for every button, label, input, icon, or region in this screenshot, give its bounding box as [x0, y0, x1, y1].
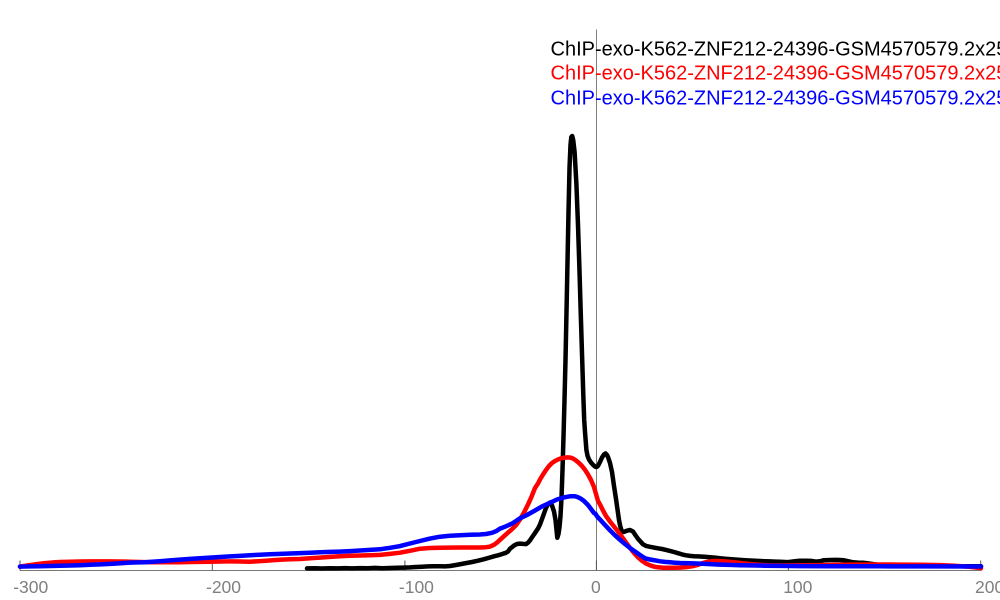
svg-text:200: 200: [975, 577, 1000, 597]
svg-text:ChIP-exo-K562-ZNF212-24396-GSM: ChIP-exo-K562-ZNF212-24396-GSM4570579.2x…: [551, 62, 1000, 84]
svg-text:-100: -100: [399, 577, 434, 597]
svg-text:0: 0: [591, 577, 601, 597]
svg-text:ChIP-exo-K562-ZNF212-24396-GSM: ChIP-exo-K562-ZNF212-24396-GSM4570579.2x…: [551, 38, 1000, 60]
svg-text:-200: -200: [206, 577, 241, 597]
svg-text:100: 100: [783, 577, 812, 597]
svg-text:ChIP-exo-K562-ZNF212-24396-GSM: ChIP-exo-K562-ZNF212-24396-GSM4570579.2x…: [551, 88, 1000, 110]
svg-text:-300: -300: [13, 577, 48, 597]
